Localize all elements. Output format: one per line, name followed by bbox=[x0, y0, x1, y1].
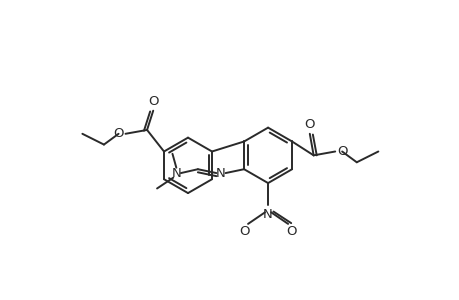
Text: O: O bbox=[113, 127, 123, 140]
Text: O: O bbox=[304, 118, 314, 131]
Text: O: O bbox=[148, 95, 158, 108]
Text: O: O bbox=[285, 225, 296, 239]
Text: O: O bbox=[239, 225, 250, 239]
Text: N: N bbox=[263, 208, 272, 221]
Text: N: N bbox=[171, 167, 181, 180]
Text: O: O bbox=[336, 145, 347, 158]
Text: N: N bbox=[216, 167, 225, 180]
